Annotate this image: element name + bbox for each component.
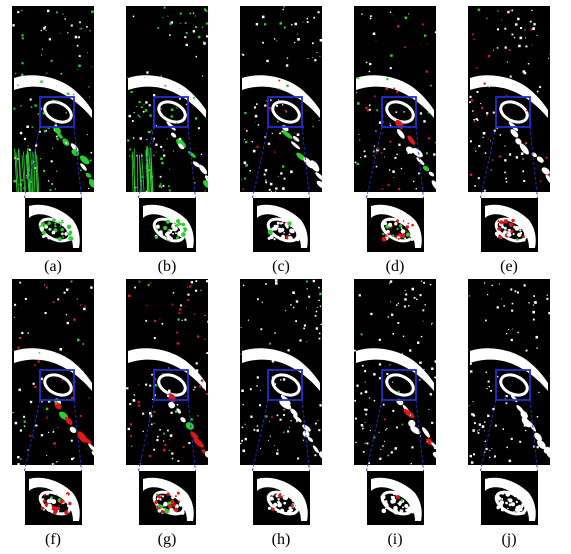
change-map-j xyxy=(468,279,550,465)
panel-label-i: (i) xyxy=(387,531,403,548)
panel-label-h: (h) xyxy=(271,531,291,548)
panel-label-e: (e) xyxy=(500,258,518,275)
panel-label-a: (a) xyxy=(44,258,62,275)
panel-label-j: (j) xyxy=(501,531,517,548)
panel-label-f: (f) xyxy=(45,531,61,548)
change-map-d xyxy=(354,6,436,192)
change-map-g xyxy=(126,279,208,465)
zoom-inset-b xyxy=(138,198,196,252)
zoom-inset-f xyxy=(24,471,82,525)
panel-label-b: (b) xyxy=(157,258,177,275)
panel-label-g: (g) xyxy=(157,531,177,548)
change-map-b xyxy=(126,6,208,192)
zoom-inset-i xyxy=(366,471,424,525)
zoom-inset-h xyxy=(252,471,310,525)
change-map-i xyxy=(354,279,436,465)
change-map-c xyxy=(240,6,322,192)
panel-label-d: (d) xyxy=(385,258,405,275)
panel-label-c: (c) xyxy=(272,258,290,275)
zoom-inset-j xyxy=(480,471,538,525)
zoom-inset-g xyxy=(138,471,196,525)
zoom-inset-e xyxy=(480,198,538,252)
zoom-inset-a xyxy=(24,198,82,252)
zoom-inset-d xyxy=(366,198,424,252)
change-map-h xyxy=(240,279,322,465)
change-map-e xyxy=(468,6,550,192)
change-map-a xyxy=(12,6,94,192)
change-map-f xyxy=(12,279,94,465)
zoom-inset-c xyxy=(252,198,310,252)
